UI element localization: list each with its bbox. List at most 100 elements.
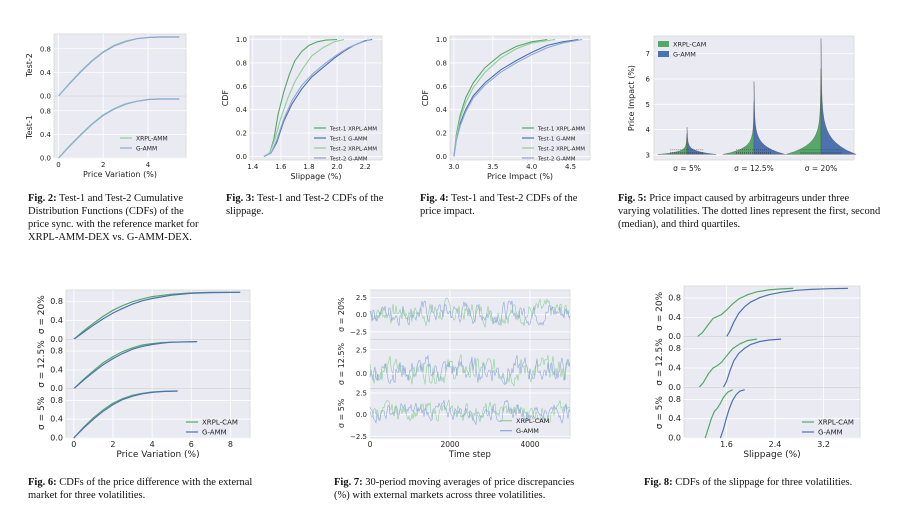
fig5-violin-1-g-amm xyxy=(753,81,786,155)
fig5-violin-0-xrpl-cam xyxy=(657,133,688,155)
fig7-axes-2 xyxy=(369,388,571,439)
fig5-legend-label-1: G-AMM xyxy=(673,51,696,59)
fig4-xtick-1: 3.5 xyxy=(487,163,498,171)
fig3-ytick-1: 0.2 xyxy=(236,130,247,138)
fig4-legend-label-2: Test-2 XRPL-AMM xyxy=(537,147,585,153)
fig7-ytick-1-0: 2.5 xyxy=(356,346,367,354)
fig8-caption: Fig. 8: CDFs of the slippage for three v… xyxy=(644,476,888,489)
fig8-caption-text: CDFs of the slippage for three volatilit… xyxy=(672,477,853,488)
fig8-legend-label-1: G-AMM xyxy=(818,429,843,437)
fig3-caption-label: Fig. 3: xyxy=(226,193,255,204)
fig8-xtick-2: 3.2 xyxy=(817,440,830,449)
fig5-ytick-0: 3 xyxy=(646,151,650,159)
fig8-legend: XRPL-CAM G-AMM xyxy=(802,419,854,437)
fig8-line-1-1 xyxy=(722,338,782,388)
fig5-chart: 3 4 5 6 7 Price Impact (%) σ = 5% σ = 12.5% σ = … xyxy=(627,35,857,173)
fig4-ytick-5: 1.0 xyxy=(436,36,447,44)
fig7-ylabel-1: σ = 12.5% xyxy=(337,342,346,385)
fig7-ytick-2-1: 0.0 xyxy=(356,411,367,419)
fig4-caption-label: Fig. 4: xyxy=(420,193,449,204)
fig5-legend: XRPL-CAM G-AMM xyxy=(658,41,706,59)
fig3-caption-text: Test-1 and Test-2 CDFs of the slippage. xyxy=(226,193,384,217)
fig8-ylabel-1: σ = 12.5% xyxy=(655,338,665,386)
fig6-line-0-1 xyxy=(73,291,241,340)
fig2-caption-label: Fig. 2: xyxy=(28,193,57,204)
fig6-line-2-1 xyxy=(73,390,178,439)
fig3-line-3 xyxy=(263,38,371,157)
fig7-caption-text: 30-period moving averages of price discr… xyxy=(334,477,575,501)
fig8-ytick-2-0: 0.0 xyxy=(668,434,681,443)
fig6-ylabel-0: σ = 20% xyxy=(37,295,47,334)
fig8-ylabel-0: σ = 20% xyxy=(655,291,665,330)
fig8-xlabel: Slippage (%) xyxy=(743,450,800,460)
fig6-xtick-0: 0 xyxy=(71,440,76,449)
fig5-category-0: σ = 5% xyxy=(673,164,701,173)
fig4-line-3 xyxy=(453,38,583,157)
fig4-legend: Test-1 XRPL-AMM Test-1 G-AMM Test-2 XRPL-A… xyxy=(522,127,585,163)
fig8-line-1-0 xyxy=(698,338,757,388)
fig6-xtick-2: 4 xyxy=(150,440,155,449)
fig3-legend: Test-1 XRPL-AMM Test-1 G-AMM Test-2 XRPL-A… xyxy=(314,127,377,163)
fig4-line-0 xyxy=(453,38,548,157)
fig2-axes-1 xyxy=(53,95,187,159)
fig6-ytick-0-2: 0.8 xyxy=(50,297,63,306)
fig3-legend-label-1: Test-1 G-AMM xyxy=(329,137,368,143)
fig6-ytick-2-2: 0.8 xyxy=(50,396,63,405)
fig8-chart: 0.00.40.8σ = 20%0.00.40.8σ = 12.5%0.00.4… xyxy=(655,285,861,460)
fig8-xtick-1: 2.4 xyxy=(769,440,782,449)
fig7-ytick-2-0: 2.5 xyxy=(356,389,367,397)
fig4-xlabel: Price Impact (%) xyxy=(487,172,553,181)
fig6-xlabel: Price Variation (%) xyxy=(116,450,199,460)
fig3-caption: Fig. 3: Test-1 and Test-2 CDFs of the sl… xyxy=(226,192,402,218)
fig5-caption-text: Price impact caused by arbitrageurs unde… xyxy=(618,193,881,230)
fig8-ytick-0-2: 0.8 xyxy=(668,294,681,303)
fig5-violin-1-xrpl-cam xyxy=(722,101,755,155)
fig5-category-2: σ = 20% xyxy=(805,164,837,173)
fig3-axes xyxy=(249,35,383,161)
fig8-ytick-1-2: 0.8 xyxy=(668,344,681,353)
fig6-ytick-0-0: 0.0 xyxy=(50,335,63,344)
fig4-ytick-3: 0.6 xyxy=(436,83,448,91)
fig3-ytick-0: 0.0 xyxy=(236,153,247,161)
fig2-legend-label-1: G-AMM xyxy=(136,146,157,153)
fig6-ylabel-2: σ = 5% xyxy=(37,396,47,430)
fig3-xtick-4: 2.2 xyxy=(360,163,371,171)
fig7-caption: Fig. 7: 30-period moving averages of pri… xyxy=(334,476,580,502)
fig6-ytick-2-0: 0.0 xyxy=(50,434,63,443)
fig8-ytick-1-1: 0.4 xyxy=(668,364,681,373)
fig3-xtick-2: 1.8 xyxy=(303,163,314,171)
fig8-legend-label-0: XRPL-CAM xyxy=(818,419,854,427)
fig6-axes-1 xyxy=(65,339,251,389)
fig8-ytick-1-0: 0.0 xyxy=(668,383,681,392)
fig5-legend-swatch-1 xyxy=(658,51,669,57)
fig7-line-2-0 xyxy=(369,399,571,423)
fig3-xlabel: Slippage (%) xyxy=(291,172,342,181)
fig8-caption-label: Fig. 8: xyxy=(644,477,673,488)
fig6-ytick-1-2: 0.8 xyxy=(50,347,63,356)
fig3-legend-label-2: Test-2 XRPL-AMM xyxy=(329,147,377,153)
fig8-line-0-1 xyxy=(725,287,848,338)
fig7-ylabel-2: σ = 5% xyxy=(337,398,346,428)
fig5-ytick-1: 4 xyxy=(646,126,651,134)
fig8-line-2-1 xyxy=(719,389,745,439)
fig2-ylabel-1: Test-1 xyxy=(25,115,34,140)
fig5-ytick-2: 5 xyxy=(646,101,650,109)
fig8-ylabel-2: σ = 5% xyxy=(655,396,665,430)
fig6-caption-label: Fig. 6: xyxy=(28,477,57,488)
fig2-caption-text: Test-1 and Test-2 Cumulative Distributio… xyxy=(28,193,199,243)
fig2-ytick-1-2: 0.8 xyxy=(40,107,51,115)
fig7-line-2-1 xyxy=(369,399,571,426)
fig8-xtick-0: 1.6 xyxy=(720,440,733,449)
fig2-ytick-1-0: 0.0 xyxy=(40,155,51,163)
fig7-line-0-1 xyxy=(369,300,571,326)
fig3-xtick-1: 1.6 xyxy=(275,163,287,171)
fig4-xtick-0: 3.0 xyxy=(448,163,459,171)
fig7-chart: 2.5 0.0 −2.5 σ = 20% 2.5 0.0 σ = 12.5% 2.5 0.0 −2… xyxy=(337,289,571,460)
fig4-panel: 0.0 0.2 0.4 0.6 0.8 1.0 3.0 3.5 4.0 4.5 Price Impa… xyxy=(416,30,596,188)
fig4-ytick-4: 0.8 xyxy=(436,59,447,67)
fig3-chart: 0.0 0.2 0.4 0.6 0.8 1.0 1.4 1.6 1.8 2.0 2.2 Slippag… xyxy=(221,35,383,181)
fig6-xtick-3: 6 xyxy=(189,440,194,449)
fig6-caption-text: CDFs of the price difference with the ex… xyxy=(28,477,253,501)
fig2-ytick-1-1: 0.4 xyxy=(40,131,52,139)
fig3-line-0 xyxy=(263,38,338,157)
